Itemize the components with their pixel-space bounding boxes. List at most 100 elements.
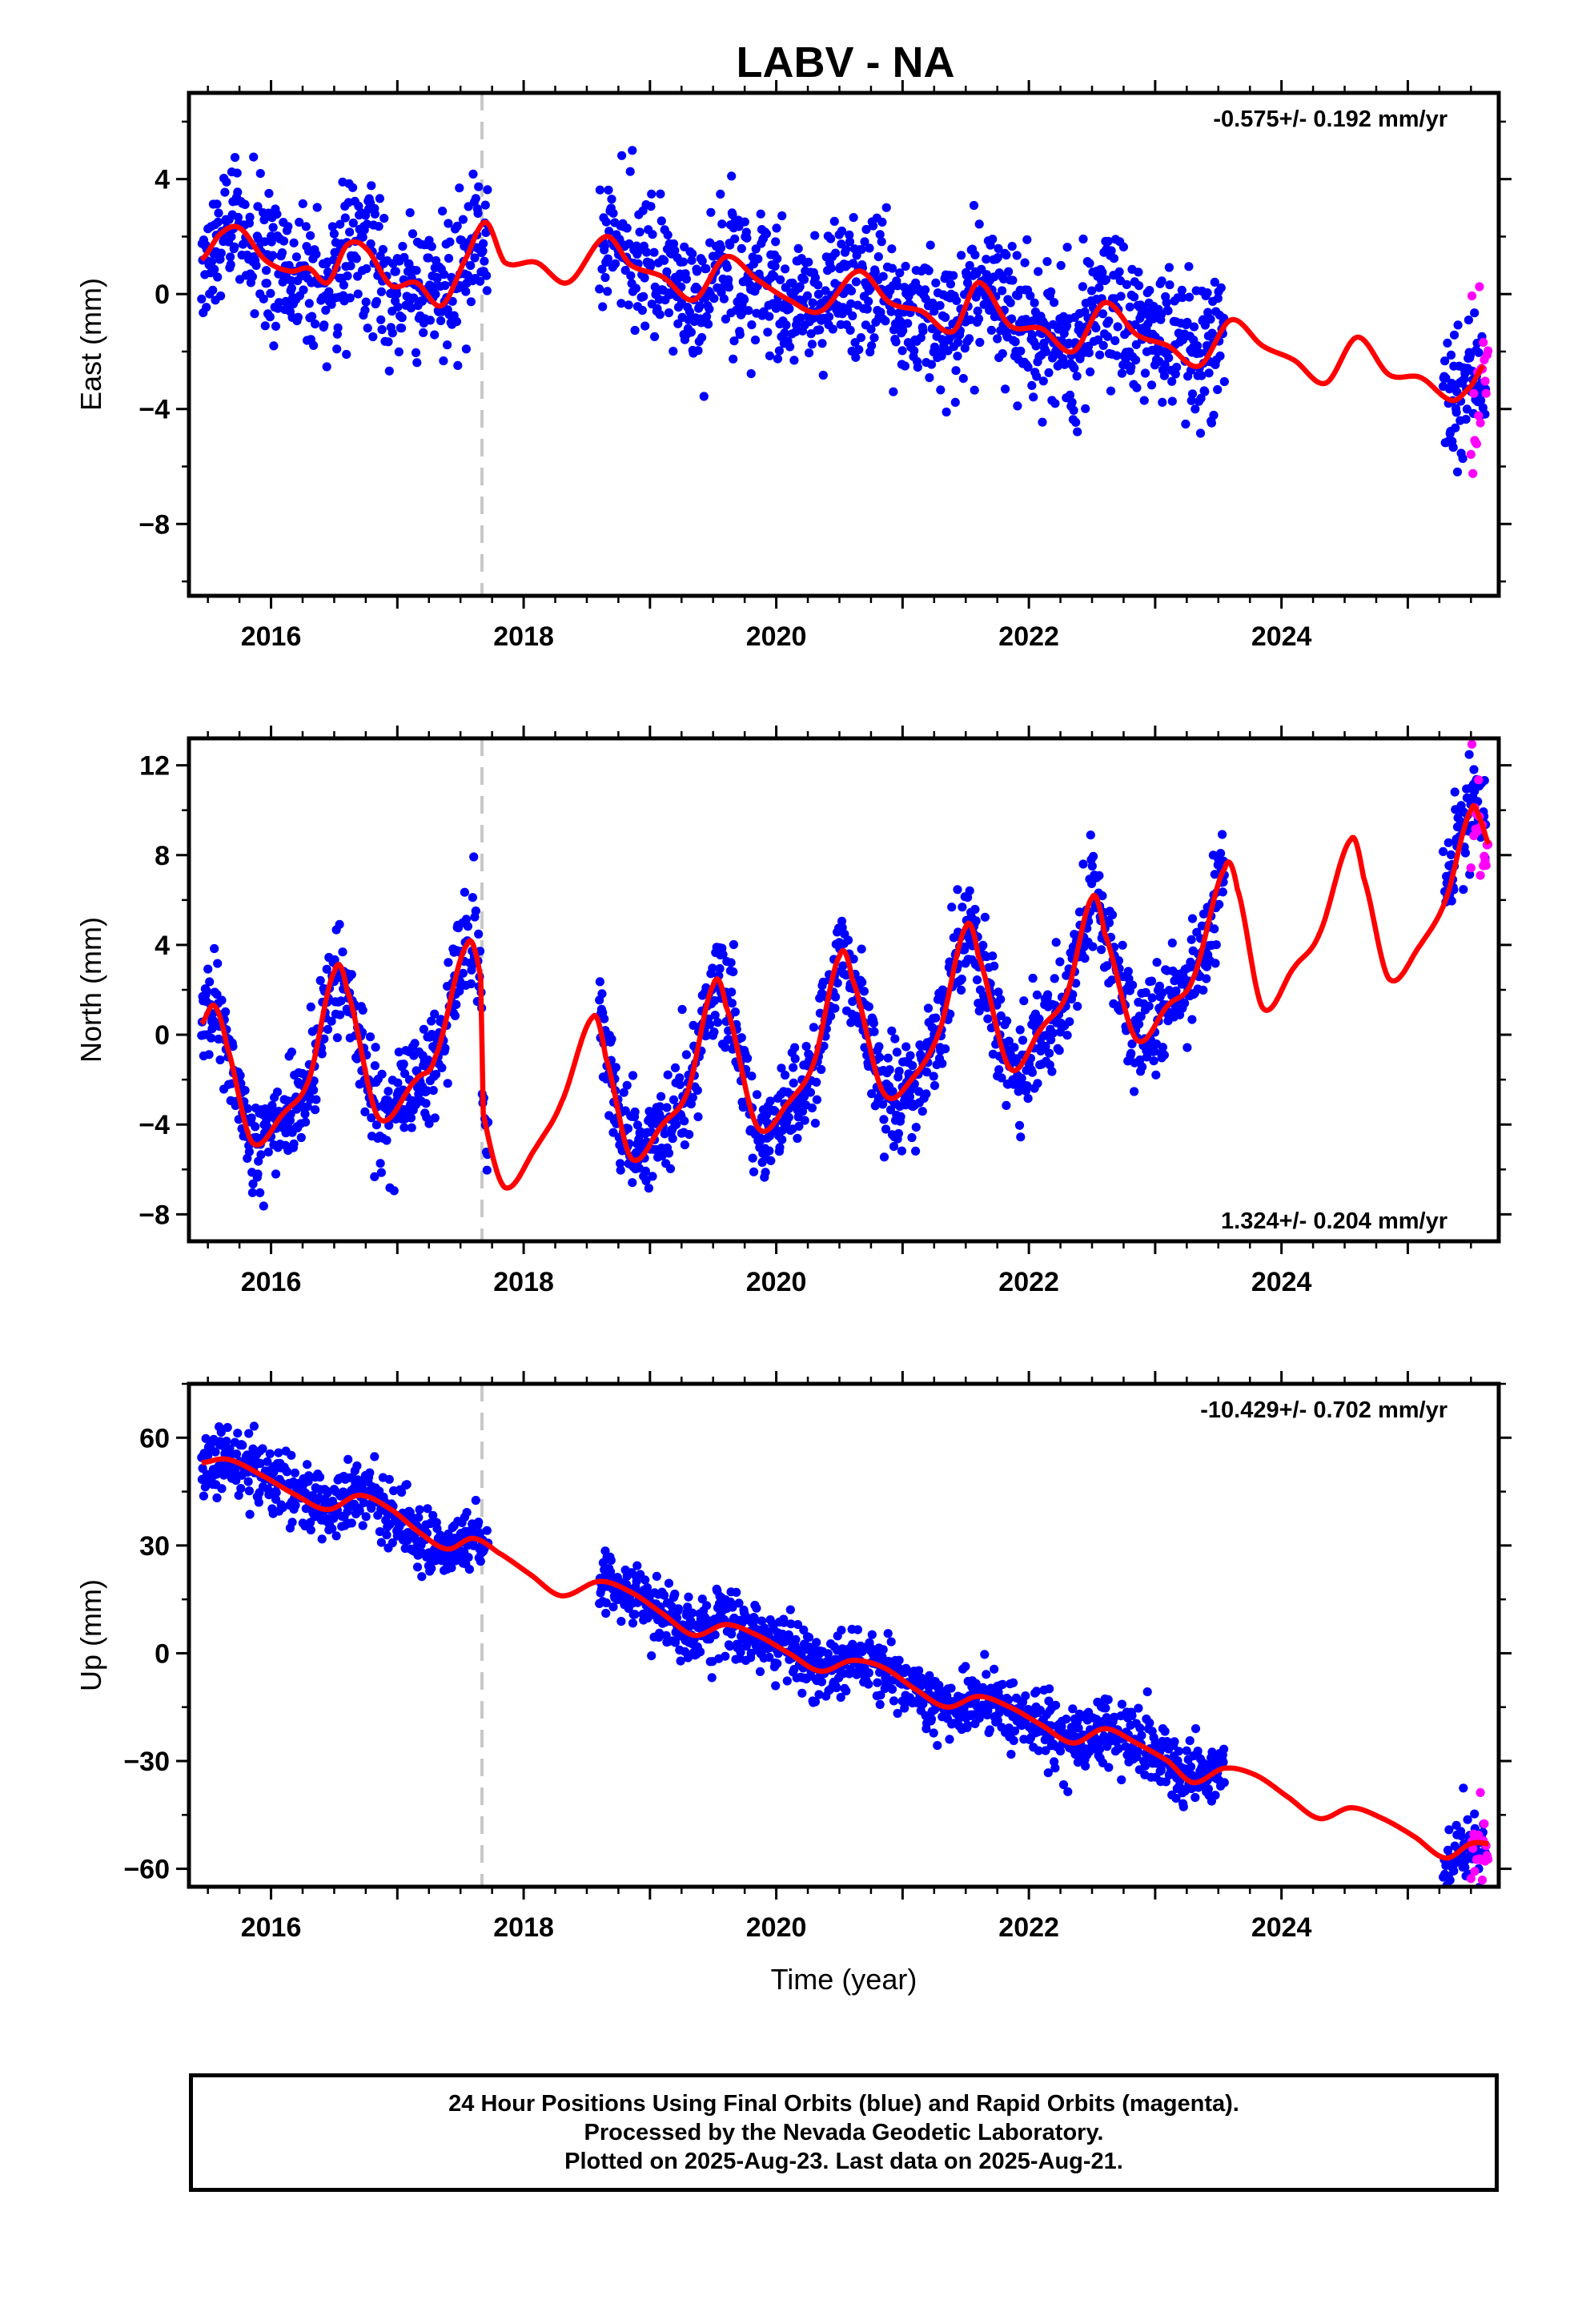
final-orbit-point (875, 1052, 885, 1062)
final-orbit-point (985, 305, 994, 315)
final-orbit-point (444, 1529, 453, 1539)
final-orbit-point (642, 247, 652, 257)
final-orbit-point (639, 292, 648, 301)
final-orbit-point (1043, 1768, 1053, 1778)
final-orbit-point (1131, 356, 1141, 365)
final-orbit-point (727, 987, 737, 997)
final-orbit-point (1084, 348, 1094, 358)
final-orbit-point (1446, 850, 1456, 859)
final-orbit-point (828, 324, 837, 334)
final-orbit-point (458, 215, 468, 224)
final-orbit-point (832, 1683, 841, 1693)
x-tick-label: 2020 (746, 1267, 807, 1297)
final-orbit-point (597, 264, 607, 274)
final-orbit-point (1167, 938, 1177, 948)
final-orbit-point (789, 356, 799, 365)
final-orbit-point (1056, 260, 1066, 271)
final-orbit-point (1193, 1747, 1203, 1756)
final-orbit-point (1171, 986, 1181, 995)
final-orbit-point (1101, 1703, 1110, 1713)
final-orbit-point (810, 273, 820, 283)
final-orbit-point (1462, 404, 1472, 414)
final-orbit-point (1002, 250, 1011, 260)
final-orbit-point (393, 1078, 403, 1088)
final-orbit-point (406, 1113, 416, 1123)
final-orbit-point (212, 1493, 222, 1502)
final-orbit-point (479, 239, 488, 248)
final-orbit-point (1161, 1777, 1170, 1787)
final-orbit-point (361, 297, 371, 307)
final-orbit-point (358, 1521, 367, 1530)
final-orbit-point (766, 1156, 776, 1165)
final-orbit-point (628, 1071, 638, 1080)
final-orbit-point (988, 951, 998, 961)
final-orbit-point (1034, 1014, 1044, 1023)
final-orbit-point (1178, 293, 1187, 303)
final-orbit-point (831, 248, 841, 258)
final-orbit-point (804, 257, 813, 267)
final-orbit-point (887, 263, 897, 273)
final-orbit-point (1073, 427, 1082, 436)
final-orbit-point (865, 243, 874, 253)
final-orbit-point (1216, 849, 1226, 858)
final-orbit-point (886, 1637, 896, 1647)
final-orbit-point (389, 1186, 399, 1196)
final-orbit-point (403, 1536, 412, 1546)
final-orbit-point (1151, 1759, 1162, 1768)
final-orbit-point (699, 392, 709, 401)
final-orbit-point (859, 987, 869, 996)
y-tick-label: 0 (155, 279, 170, 310)
final-orbit-point (431, 289, 440, 299)
final-orbit-point (893, 1128, 903, 1139)
final-orbit-point (440, 280, 450, 291)
final-orbit-point (946, 1683, 956, 1693)
final-orbit-point (259, 294, 268, 304)
final-orbit-point (1107, 910, 1118, 919)
final-orbit-point (1132, 383, 1142, 392)
final-orbit-point (440, 1043, 450, 1053)
final-orbit-point (1445, 1876, 1455, 1885)
final-orbit-point (1191, 1724, 1201, 1734)
final-orbit-point (705, 304, 714, 314)
final-orbit-point (921, 294, 930, 304)
final-orbit-point (1062, 1715, 1071, 1724)
final-orbit-point (737, 1033, 746, 1043)
final-orbit-point (628, 146, 637, 155)
final-orbit-point (791, 1634, 801, 1644)
final-orbit-point (702, 1601, 712, 1610)
final-orbit-point (790, 1043, 800, 1052)
final-orbit-point (807, 340, 817, 349)
final-orbit-point (742, 233, 752, 243)
final-orbit-point (637, 305, 648, 316)
final-orbit-point (1440, 356, 1450, 366)
final-orbit-point (274, 298, 284, 308)
final-orbit-point (1203, 1784, 1213, 1794)
final-orbit-point (230, 242, 239, 251)
final-orbit-point (812, 1638, 821, 1647)
final-orbit-point (603, 254, 612, 263)
final-orbit-point (301, 1488, 311, 1498)
final-orbit-point (1160, 1727, 1170, 1736)
final-orbit-point (946, 279, 955, 289)
final-orbit-point (867, 341, 877, 351)
final-orbit-point (1203, 308, 1213, 317)
y-tick-label: −4 (139, 1110, 170, 1140)
final-orbit-point (929, 1072, 938, 1081)
final-orbit-point (393, 302, 403, 312)
final-orbit-point (1068, 990, 1078, 999)
final-orbit-point (878, 1645, 888, 1655)
final-orbit-point (1113, 322, 1122, 332)
final-orbit-point (994, 987, 1003, 997)
final-orbit-point (601, 1598, 611, 1608)
final-orbit-point (1022, 1081, 1032, 1091)
final-orbit-point (761, 1110, 772, 1120)
final-orbit-point (339, 1487, 348, 1497)
final-orbit-point (1091, 324, 1101, 333)
final-orbit-point (236, 1484, 246, 1494)
final-orbit-point (430, 1113, 440, 1123)
final-orbit-point (1130, 1087, 1139, 1096)
final-orbit-point (864, 296, 873, 306)
final-orbit-point (673, 1604, 684, 1614)
final-orbit-point (931, 278, 941, 287)
final-orbit-point (1178, 1802, 1188, 1811)
